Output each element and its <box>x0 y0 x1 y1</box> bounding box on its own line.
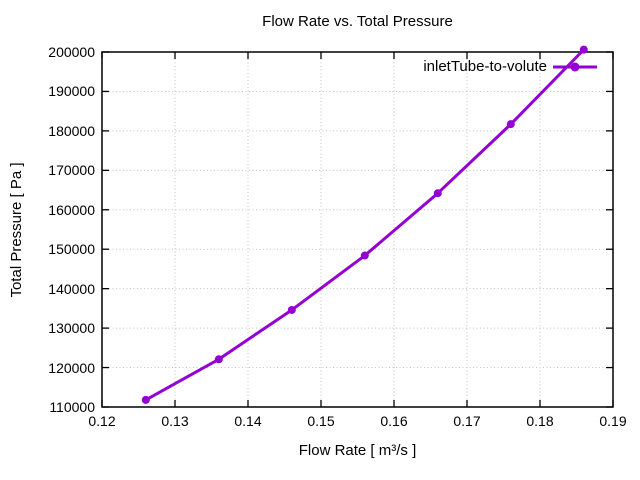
data-point-marker <box>214 355 223 364</box>
x-tick-label: 0.12 <box>88 413 116 429</box>
series-line <box>144 48 586 402</box>
x-tick-label: 0.18 <box>526 413 554 429</box>
x-tick-label: 0.14 <box>234 413 262 429</box>
y-tick-label: 120000 <box>48 359 95 376</box>
data-point-marker <box>433 189 442 198</box>
y-tick-label: 170000 <box>48 162 95 179</box>
y-tick-label: 150000 <box>48 241 95 258</box>
x-axis-label: Flow Rate [ m³/s ] <box>298 442 417 459</box>
chart-title: Flow Rate vs. Total Pressure <box>262 13 453 30</box>
y-tick-label: 130000 <box>48 320 95 337</box>
x-tick-label: 0.17 <box>453 413 481 429</box>
data-point-marker <box>506 120 515 129</box>
y-tick-label: 140000 <box>48 280 95 297</box>
x-tick-label: 0.13 <box>161 413 189 429</box>
x-tick-label: 0.15 <box>307 413 335 429</box>
x-tick-label: 0.19 <box>599 413 627 429</box>
x-tick-label: 0.16 <box>380 413 408 429</box>
y-tick-label: 110000 <box>49 399 95 415</box>
legend-marker <box>570 62 580 72</box>
y-tick-label: 200000 <box>48 44 95 60</box>
data-point-marker <box>579 45 588 54</box>
data-point-marker <box>287 305 296 314</box>
data-point-marker <box>141 395 150 404</box>
y-tick-label: 160000 <box>48 201 95 218</box>
y-tick-label: 190000 <box>48 83 95 100</box>
legend-label: inletTube-to-volute <box>423 58 547 75</box>
y-tick-label: 180000 <box>48 122 95 139</box>
plot-border <box>101 51 614 408</box>
data-point-marker <box>360 251 369 260</box>
